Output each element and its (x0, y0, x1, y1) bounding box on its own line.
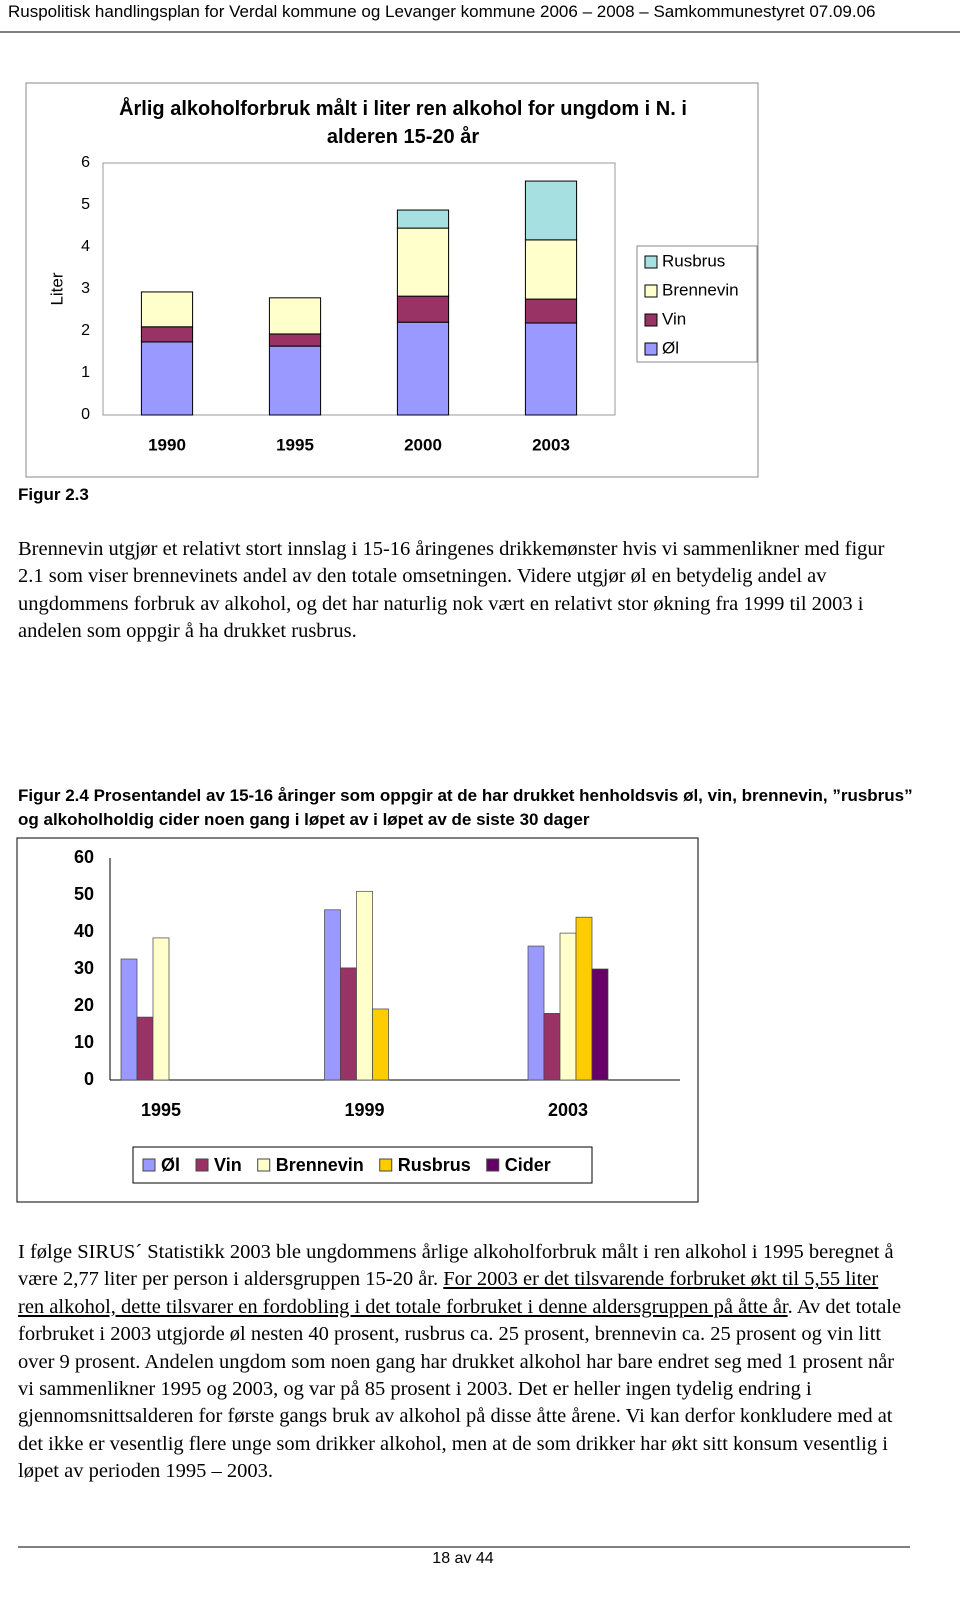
legend-label: Øl (662, 338, 679, 357)
underlined-text: For 2003 er det tilsvarende forbruket øk… (18, 1268, 879, 1318)
y-tick-label: 20 (74, 995, 94, 1015)
y-tick-label: 4 (81, 238, 90, 255)
bar (152, 937, 170, 1081)
x-tick-label: 1999 (344, 1100, 384, 1120)
bar-segment (396, 227, 450, 297)
header: Ruspolitisk handlingsplan for Verdal kom… (8, 2, 876, 21)
paragraph: I følge SIRUS´ Statistikk 2003 ble ungdo… (18, 1239, 903, 1486)
legend-label: Vin (662, 309, 686, 328)
legend-box (132, 1146, 593, 1184)
x-tick-label: 1990 (148, 435, 186, 454)
y-tick-label: 2 (81, 322, 90, 339)
legend-swatch (195, 1158, 209, 1172)
bar-segment (396, 321, 450, 416)
bar (120, 958, 138, 1081)
legend-swatch (486, 1158, 500, 1172)
text: I følge SIRUS´ Statistikk 2003 ble ungdo… (18, 1241, 894, 1291)
y-tick-label: 50 (74, 884, 94, 904)
text: . Av det totale forbruket i 2003 utgjord… (18, 1295, 902, 1483)
bar-segment (140, 291, 194, 328)
bar-segment (140, 341, 194, 416)
legend-label: Vin (214, 1155, 242, 1175)
bar-segment (524, 322, 578, 416)
y-tick-label: 40 (74, 921, 94, 941)
bar (591, 968, 609, 1081)
bar (575, 916, 593, 1081)
chart-title: Årlig alkoholforbruk målt i liter ren al… (119, 98, 687, 148)
bar-segment (140, 326, 194, 343)
x-tick-label: 1995 (276, 435, 314, 454)
bar (356, 890, 373, 1081)
legend-swatch (257, 1158, 271, 1172)
bar-segment (268, 333, 322, 347)
legend-swatch (644, 255, 658, 269)
figure-caption: Figur 2.3 (18, 485, 89, 504)
bar (136, 1016, 154, 1081)
y-axis-label: Liter (47, 272, 66, 305)
bar-segment (268, 345, 322, 416)
bar (372, 1008, 389, 1081)
bar-segment (524, 180, 578, 241)
legend-swatch (142, 1158, 156, 1172)
bar-segment (524, 298, 578, 324)
legend-label: Cider (505, 1155, 551, 1175)
legend-swatch (379, 1158, 393, 1172)
bar (340, 967, 357, 1081)
y-tick-label: 30 (74, 958, 94, 978)
bar (559, 932, 577, 1081)
y-tick-label: 3 (81, 280, 90, 297)
y-tick-label: 1 (81, 364, 90, 381)
x-tick-label: 1995 (141, 1100, 181, 1120)
x-tick-label: 2003 (548, 1100, 588, 1120)
legend-swatch (644, 342, 658, 356)
y-tick-label: 5 (81, 196, 90, 213)
y-tick-label: 6 (81, 154, 90, 171)
bar-segment (396, 209, 450, 229)
page-number: 18 av 44 (432, 1550, 494, 1567)
legend-label: Øl (161, 1155, 180, 1175)
bar (543, 1013, 561, 1081)
bar-segment (524, 239, 578, 300)
legend-label: Brennevin (662, 280, 739, 299)
figure-caption: Figur 2.4 Prosentandel av 15-16 åringer … (18, 786, 913, 829)
y-tick-label: 10 (74, 1032, 94, 1052)
legend-label: Rusbrus (662, 251, 725, 270)
bar (527, 945, 545, 1081)
bar (324, 909, 341, 1081)
y-tick-label: 60 (74, 847, 94, 867)
legend-swatch (644, 313, 658, 327)
y-tick-label: 0 (81, 406, 90, 423)
bar-segment (268, 297, 322, 335)
paragraph: Brennevin utgjør et relativt stort innsl… (18, 538, 885, 643)
x-tick-label: 2003 (532, 435, 570, 454)
x-tick-label: 2000 (404, 435, 442, 454)
legend-label: Rusbrus (398, 1155, 471, 1175)
legend-swatch (644, 284, 658, 298)
bar-segment (396, 295, 450, 323)
y-tick-label: 0 (84, 1069, 94, 1089)
legend-label: Brennevin (276, 1155, 364, 1175)
